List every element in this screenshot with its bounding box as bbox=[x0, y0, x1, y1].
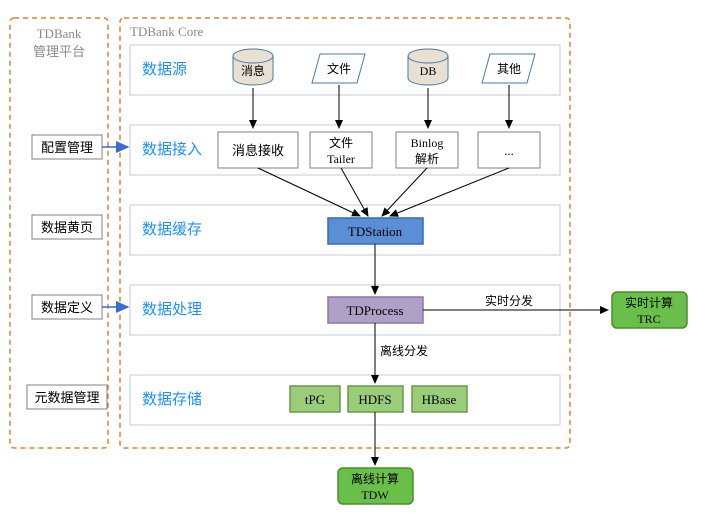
sidebar-item-yellowpage: 数据黄页 bbox=[32, 215, 102, 239]
sidebar-item-config: 配置管理 bbox=[32, 135, 102, 159]
label-offline-dispatch: 离线分发 bbox=[380, 343, 428, 358]
svg-text:...: ... bbox=[504, 143, 514, 158]
source-db: DB bbox=[408, 49, 448, 85]
ingest-binlog: Binlog 解析 bbox=[396, 132, 458, 168]
svg-text:消息: 消息 bbox=[241, 63, 265, 78]
ingest-other: ... bbox=[478, 132, 540, 168]
section-cache: 数据缓存 bbox=[142, 221, 202, 238]
section-ingest: 数据接入 bbox=[142, 141, 202, 158]
architecture-diagram: TDBank 管理平台 配置管理 数据黄页 数据定义 元数据管理 TDBank … bbox=[0, 0, 717, 529]
storage-hbase: HBase bbox=[412, 386, 467, 412]
svg-text:TRC: TRC bbox=[637, 312, 660, 326]
tdprocess-node: TDProcess bbox=[328, 297, 423, 323]
svg-text:配置管理: 配置管理 bbox=[41, 140, 93, 155]
label-realtime-dispatch: 实时分发 bbox=[485, 293, 533, 308]
tdstation-node: TDStation bbox=[328, 218, 423, 244]
result-trc: 实时计算 TRC bbox=[612, 292, 687, 328]
svg-text:HBase: HBase bbox=[422, 392, 457, 407]
svg-text:HDFS: HDFS bbox=[358, 392, 391, 407]
section-storage: 数据存储 bbox=[142, 391, 202, 408]
svg-text:其他: 其他 bbox=[497, 62, 521, 76]
sidebar-item-definition: 数据定义 bbox=[32, 295, 102, 319]
sidebar-title-1: TDBank bbox=[37, 26, 82, 41]
result-tdw: 离线计算 TDW bbox=[338, 468, 413, 504]
svg-text:离线计算: 离线计算 bbox=[351, 471, 399, 486]
svg-text:tPG: tPG bbox=[305, 392, 325, 407]
section-process: 数据处理 bbox=[142, 301, 202, 318]
svg-text:DB: DB bbox=[420, 64, 437, 78]
svg-text:Tailer: Tailer bbox=[327, 152, 355, 166]
svg-text:TDStation: TDStation bbox=[348, 224, 403, 239]
storage-tpg: tPG bbox=[290, 386, 340, 412]
svg-text:TDW: TDW bbox=[361, 488, 389, 502]
svg-text:文件: 文件 bbox=[327, 61, 351, 76]
svg-text:数据定义: 数据定义 bbox=[41, 300, 93, 315]
svg-text:解析: 解析 bbox=[415, 152, 439, 166]
svg-text:数据黄页: 数据黄页 bbox=[41, 220, 93, 235]
svg-text:TDProcess: TDProcess bbox=[346, 303, 403, 318]
ingest-message: 消息接收 bbox=[218, 132, 298, 168]
svg-text:实时计算: 实时计算 bbox=[625, 295, 673, 310]
svg-text:文件: 文件 bbox=[329, 135, 353, 150]
storage-hdfs: HDFS bbox=[348, 386, 403, 412]
sidebar-item-metadata: 元数据管理 bbox=[27, 385, 107, 409]
core-title: TDBank Core bbox=[130, 24, 204, 39]
source-other: 其他 bbox=[482, 54, 535, 83]
section-sources: 数据源 bbox=[142, 61, 187, 78]
svg-text:Binlog: Binlog bbox=[411, 136, 444, 150]
source-message: 消息 bbox=[233, 49, 273, 85]
sidebar-title-2: 管理平台 bbox=[33, 44, 85, 59]
source-file: 文件 bbox=[312, 54, 365, 83]
svg-text:消息接收: 消息接收 bbox=[232, 143, 284, 158]
ingest-tailer: 文件 Tailer bbox=[310, 132, 372, 168]
svg-text:元数据管理: 元数据管理 bbox=[34, 390, 99, 405]
